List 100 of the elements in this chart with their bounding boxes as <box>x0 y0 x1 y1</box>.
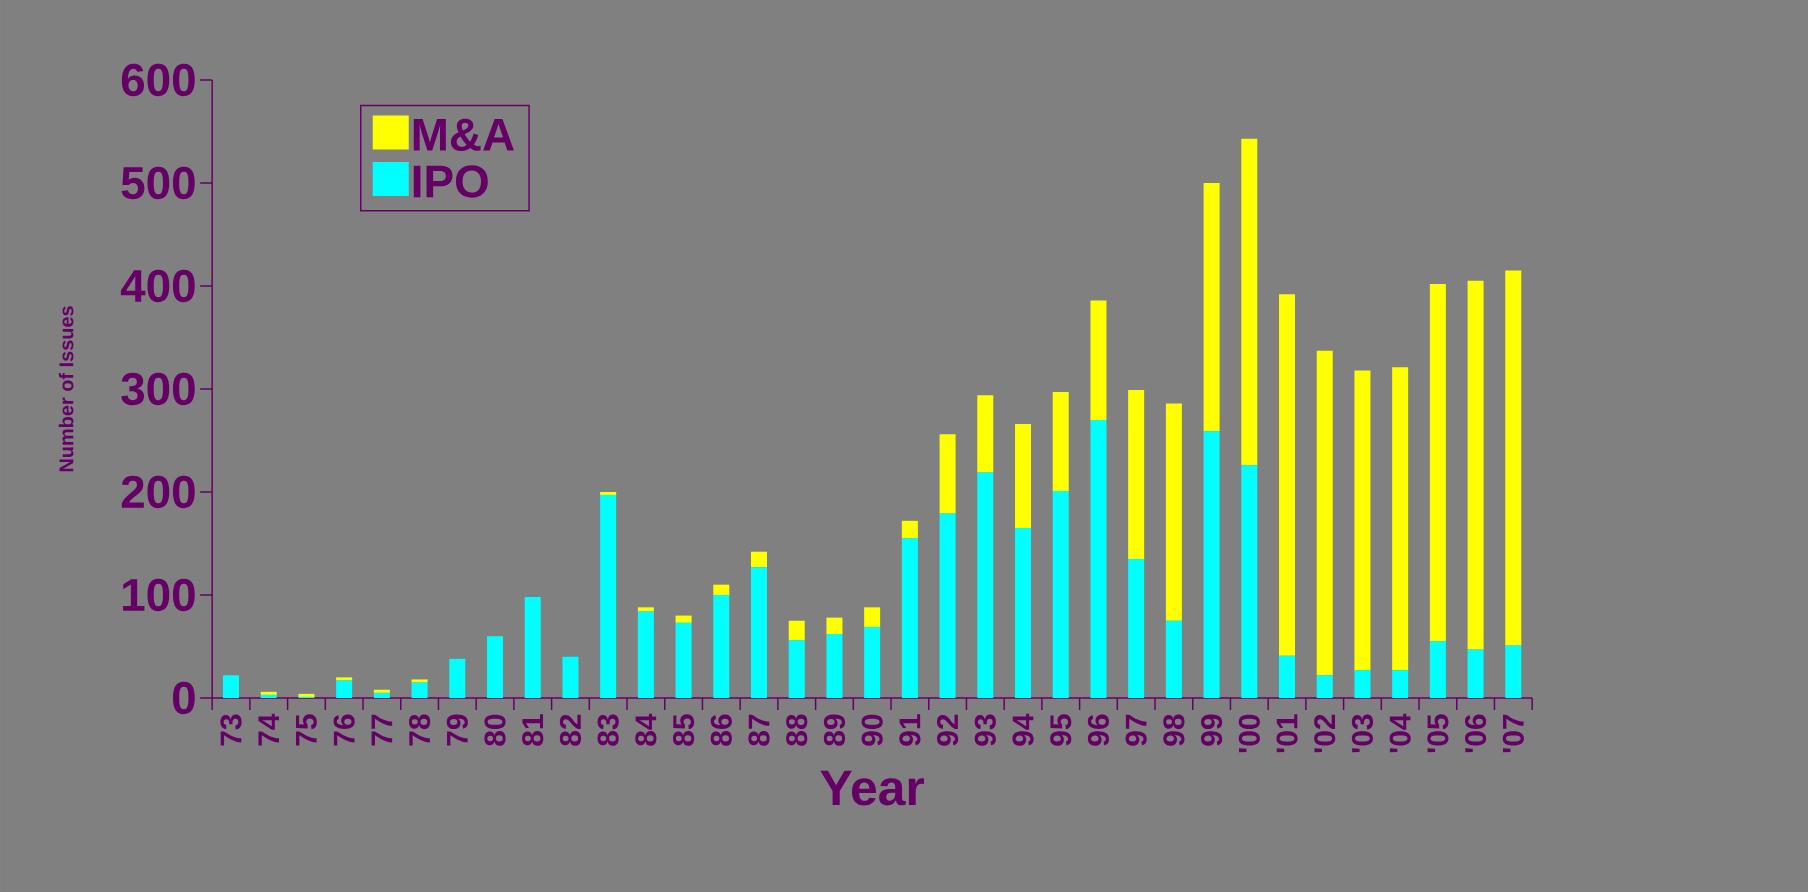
bar <box>562 656 579 698</box>
x-tick-label: 78 <box>409 714 431 746</box>
bar <box>373 689 390 693</box>
bar <box>939 434 956 514</box>
x-tick-label: '04 <box>1389 713 1411 753</box>
bar <box>1128 390 1145 559</box>
bar <box>751 551 768 568</box>
bar <box>826 634 843 698</box>
x-tick-label: 92 <box>937 714 959 746</box>
x-tick-label: 98 <box>1163 714 1185 746</box>
bar <box>675 622 692 698</box>
x-tick-label: 77 <box>371 714 393 746</box>
bar <box>524 597 541 698</box>
x-tick-label: 82 <box>559 714 582 746</box>
bar <box>1279 294 1296 656</box>
x-tick-label: 79 <box>446 714 468 746</box>
bar <box>1090 419 1107 698</box>
x-tick-label: 96 <box>1087 714 1110 746</box>
bar <box>1354 370 1371 671</box>
bar <box>1203 182 1220 432</box>
x-tick-label: 93 <box>974 714 996 746</box>
bar <box>1052 490 1069 698</box>
bar <box>1505 645 1522 698</box>
x-tick-label: 73 <box>220 714 242 746</box>
bar <box>713 584 730 595</box>
bar <box>1165 403 1182 621</box>
bar <box>1165 620 1182 698</box>
y-tick-label: 400 <box>120 269 195 303</box>
x-axis-title: Year <box>820 770 925 806</box>
x-tick-label: 91 <box>899 714 921 746</box>
bar <box>1090 300 1107 420</box>
x-tick-label: 86 <box>710 714 732 746</box>
x-tick-label: 90 <box>861 714 883 746</box>
legend-label: M&A <box>413 118 514 152</box>
bar <box>977 472 994 698</box>
bar <box>1015 528 1032 698</box>
bar <box>1128 558 1145 698</box>
legend-label: IPO <box>413 165 488 198</box>
bar <box>487 636 504 698</box>
bar <box>1429 283 1446 642</box>
x-tick-label: '03 <box>1351 714 1374 753</box>
x-tick-label: 74 <box>258 713 280 746</box>
bar <box>1015 424 1032 529</box>
y-tick-label: 600 <box>121 63 195 97</box>
bar <box>826 617 843 635</box>
bar <box>1392 367 1409 671</box>
x-tick-label: '07 <box>1502 714 1524 753</box>
bar <box>1392 670 1409 698</box>
y-axis-title: Number of Issues <box>58 306 74 472</box>
bar <box>864 626 881 698</box>
bar <box>1505 270 1522 646</box>
bar <box>449 658 466 698</box>
bar <box>336 680 353 698</box>
bar <box>788 640 805 698</box>
bar <box>336 677 353 681</box>
x-tick-label: 95 <box>1050 714 1072 746</box>
bar <box>864 607 881 627</box>
x-tick-label: '05 <box>1427 714 1449 753</box>
x-tick-label: 97 <box>1125 714 1147 746</box>
x-tick-label: 87 <box>748 714 770 746</box>
bar <box>751 567 768 698</box>
bar <box>1241 465 1258 698</box>
x-tick-label: 89 <box>823 714 846 746</box>
bar <box>1052 392 1069 491</box>
x-tick-label: '06 <box>1465 714 1487 753</box>
y-tick-label: 100 <box>123 578 195 612</box>
bar <box>1429 641 1446 698</box>
bar <box>600 495 617 698</box>
bar <box>1279 655 1296 698</box>
bar <box>1203 431 1220 698</box>
x-tick-label: 80 <box>484 714 506 746</box>
bar <box>411 679 428 683</box>
bar <box>1241 138 1258 466</box>
x-tick-label: 99 <box>1201 714 1223 746</box>
bar <box>713 594 730 698</box>
bar <box>1467 649 1484 698</box>
bar <box>788 620 805 641</box>
bar <box>411 682 428 698</box>
x-tick-label: 94 <box>1012 713 1034 746</box>
bar <box>901 538 918 698</box>
bar <box>1354 670 1371 698</box>
x-tick-label: 83 <box>597 714 619 746</box>
x-tick-label: 88 <box>786 714 808 746</box>
x-tick-label: '00 <box>1238 714 1260 753</box>
x-tick-label: '01 <box>1276 714 1298 753</box>
x-tick-label: 84 <box>635 713 657 746</box>
y-tick-label: 300 <box>121 372 195 406</box>
x-tick-label: 75 <box>296 714 317 746</box>
x-tick-label: 76 <box>333 714 355 746</box>
bar <box>901 520 918 539</box>
x-tick-label: 81 <box>522 714 544 746</box>
bar <box>675 615 692 623</box>
y-tick-label: 0 <box>172 681 195 715</box>
bar <box>637 611 654 698</box>
bar <box>939 513 956 698</box>
bar <box>600 491 617 496</box>
bar <box>1316 675 1333 698</box>
bar <box>637 607 654 612</box>
bar <box>1467 280 1484 650</box>
bar <box>373 692 390 698</box>
